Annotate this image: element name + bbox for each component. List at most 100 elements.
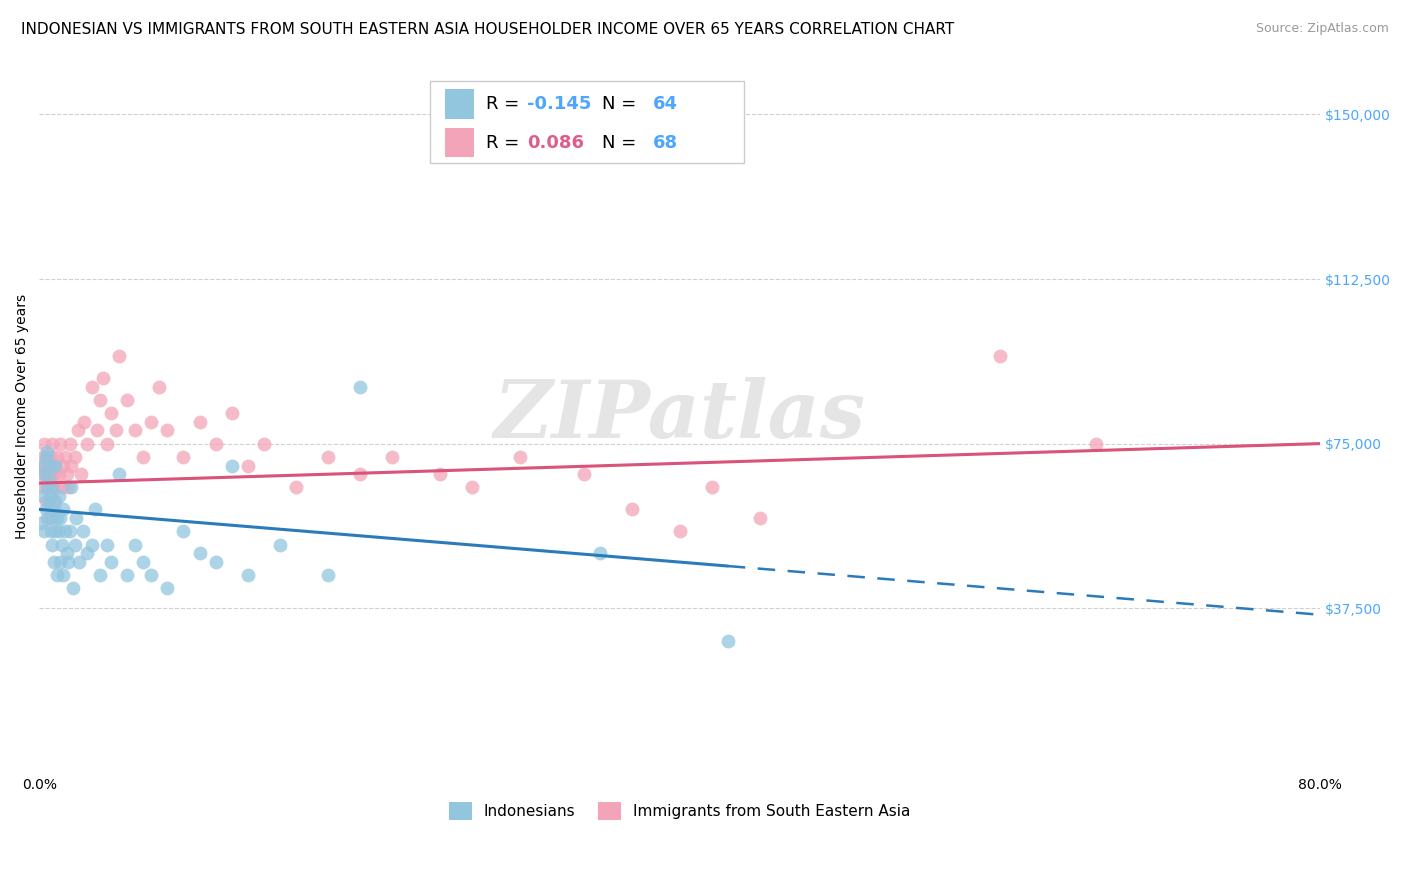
Point [59,436,82,450]
Point [48,467,70,482]
Point [117,392,139,407]
Point [236,568,259,582]
Point [46,511,69,525]
FancyBboxPatch shape [430,81,744,163]
Point [349,467,371,482]
Point [509,450,531,464]
Point [58,555,80,569]
Point [700,481,723,495]
Point [141,568,163,582]
Point [72,524,94,539]
Point [52,458,75,473]
Point [221,406,243,420]
Point [35,493,58,508]
Point [51,537,73,551]
Point [48,489,70,503]
Point [188,415,211,429]
Point [132,555,155,569]
Point [42,555,65,569]
Point [124,537,146,551]
Point [38,511,60,525]
Point [39,450,62,464]
Point [63,537,86,551]
Point [60,481,83,495]
Point [41,537,63,551]
Y-axis label: Householder Income Over 65 years: Householder Income Over 65 years [15,293,30,539]
Point [93,371,115,385]
Point [44,524,66,539]
Point [572,467,595,482]
FancyBboxPatch shape [446,128,474,158]
FancyBboxPatch shape [446,89,474,119]
Point [188,546,211,560]
Legend: Indonesians, Immigrants from South Eastern Asia: Indonesians, Immigrants from South Easte… [443,796,917,826]
Point [39,524,62,539]
Point [141,415,163,429]
Point [316,450,339,464]
Point [460,481,482,495]
Point [32,524,55,539]
Point [60,458,83,473]
Point [53,524,76,539]
Point [86,424,108,438]
Point [42,502,65,516]
Text: Source: ZipAtlas.com: Source: ZipAtlas.com [1256,22,1389,36]
Point [156,424,179,438]
Point [35,450,58,464]
Point [748,511,770,525]
Point [42,493,65,508]
Point [31,458,53,473]
Point [58,481,80,495]
Point [31,489,53,503]
Point [32,467,55,482]
Point [37,445,59,459]
Point [124,424,146,438]
Point [38,458,60,473]
Point [30,516,52,530]
Point [46,568,69,582]
Point [82,537,104,551]
Point [1085,436,1108,450]
Point [204,555,226,569]
Point [41,481,63,495]
Point [52,568,75,582]
Point [55,546,77,560]
Point [429,467,451,482]
Point [221,458,243,473]
Point [108,349,131,363]
Point [96,436,118,450]
Point [53,450,76,464]
Point [39,467,62,482]
Point [82,379,104,393]
Point [35,502,58,516]
Point [38,472,60,486]
Point [717,634,740,648]
Point [76,436,98,450]
Point [41,511,63,525]
Point [44,458,66,473]
Point [66,424,89,438]
Point [89,568,111,582]
Point [51,481,73,495]
Text: R =: R = [486,95,526,113]
Point [89,392,111,407]
Text: 68: 68 [652,134,678,152]
Point [41,481,63,495]
Point [69,555,91,569]
Point [35,467,58,482]
Point [44,493,66,508]
Point [37,481,59,495]
Point [105,424,128,438]
Point [148,379,170,393]
Point [132,450,155,464]
Point [49,511,72,525]
Point [37,450,59,464]
Point [31,481,53,495]
Point [76,546,98,560]
Point [37,511,59,525]
Point [30,467,52,482]
Text: INDONESIAN VS IMMIGRANTS FROM SOUTH EASTERN ASIA HOUSEHOLDER INCOME OVER 65 YEAR: INDONESIAN VS IMMIGRANTS FROM SOUTH EAST… [21,22,955,37]
Text: 64: 64 [652,95,678,113]
Point [284,481,307,495]
Point [73,415,96,429]
